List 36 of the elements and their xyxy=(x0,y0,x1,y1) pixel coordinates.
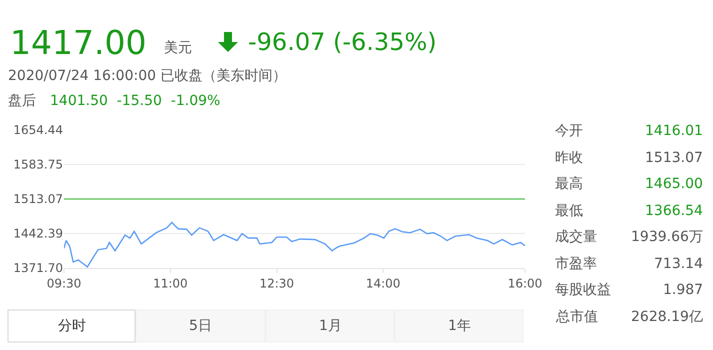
text: 最低 xyxy=(555,203,583,219)
y-tick-label: 1513.07 xyxy=(13,192,63,206)
text: 1401.50 -15.50 -1.09% xyxy=(50,93,220,109)
x-tick-label: 11:00 xyxy=(153,276,188,290)
text: 市盈率 xyxy=(555,256,597,272)
text: -96.07 (-6.35%) xyxy=(248,28,437,56)
text: 分时 xyxy=(58,318,86,334)
text: 成交量 xyxy=(555,229,597,245)
text: 总市值 xyxy=(555,309,598,325)
x-tick-label: 09:30 xyxy=(46,276,82,290)
text: 1939.66万 xyxy=(631,229,703,245)
y-tick-label: 1371.70 xyxy=(13,261,63,276)
text: 1416.01 xyxy=(645,123,703,139)
text: 盘后 xyxy=(8,93,36,109)
y-tick-label: 1442.39 xyxy=(13,226,63,241)
text: 2020/07/24 16:00:00 已收盘（美东时间） xyxy=(8,68,286,84)
text: 1513.07 xyxy=(645,150,703,166)
text: 最高 xyxy=(555,176,583,192)
text: 今开 xyxy=(555,123,583,139)
text: 5日 xyxy=(189,318,212,334)
text: 1年 xyxy=(448,318,471,334)
text: 昨收 xyxy=(555,150,583,166)
text: 1465.00 xyxy=(645,176,703,192)
x-tick-label: 16:00 xyxy=(508,276,542,290)
x-tick-label: 12:30 xyxy=(259,276,294,290)
text: 713.14 xyxy=(654,256,704,272)
text: 1月 xyxy=(319,318,342,334)
text: 美元 xyxy=(164,40,192,56)
text: 1.987 xyxy=(663,282,704,298)
text: 1417.00 xyxy=(10,23,146,62)
text: 每股收益 xyxy=(555,282,611,298)
x-tick-label: 14:00 xyxy=(366,276,400,290)
text: 2628.19亿 xyxy=(631,309,703,325)
text: 1366.54 xyxy=(645,203,703,219)
y-tick-label: 1583.75 xyxy=(13,158,63,172)
y-tick-label: 1654.44 xyxy=(13,123,63,138)
